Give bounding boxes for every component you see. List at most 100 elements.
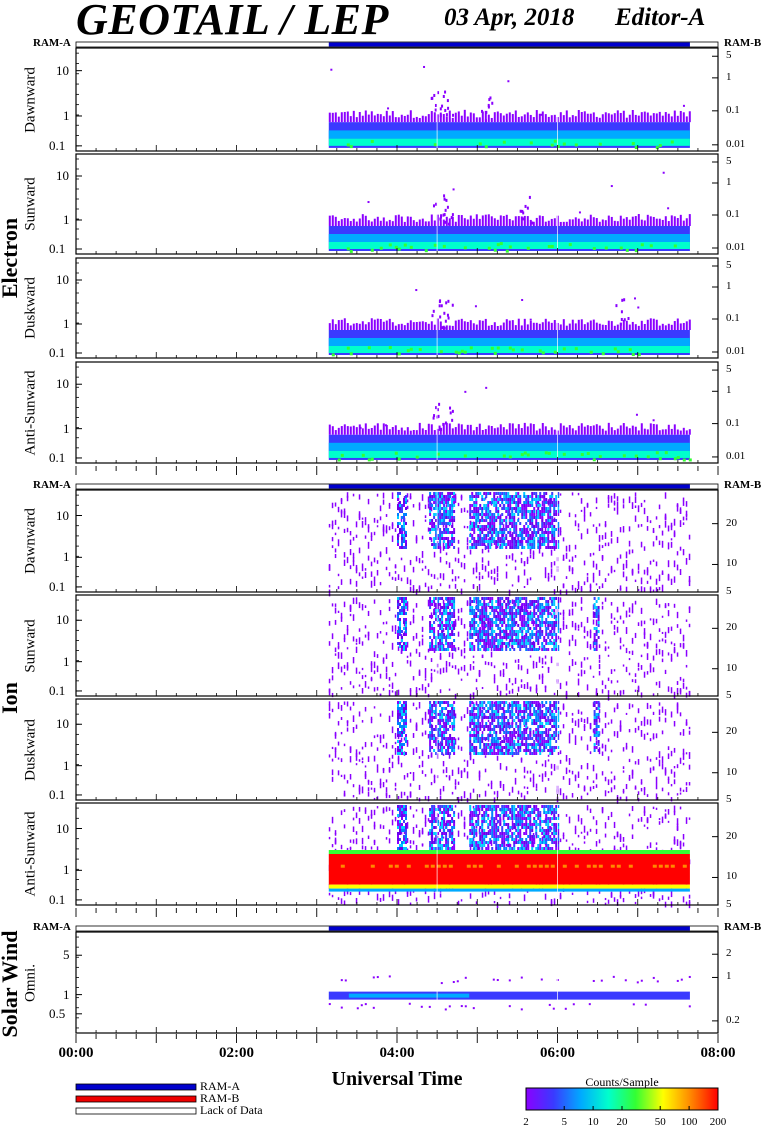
ion-noise [580, 498, 583, 504]
ion-noise [658, 702, 661, 706]
ion-blob-cell [439, 710, 442, 713]
electron-burst [447, 222, 450, 226]
ion-blob-cell [505, 612, 508, 615]
electron-speckle [589, 113, 592, 123]
electron-speckle [589, 214, 592, 226]
ion-noise [544, 715, 547, 723]
ion-blob-cell [473, 507, 476, 510]
ion-blob-cell [433, 525, 436, 528]
ion-blob-cell [491, 501, 494, 504]
ion-noise [421, 551, 424, 558]
ion-blob-cell [471, 537, 474, 540]
ion-blob-cell [433, 528, 436, 531]
ion-blob-cell [449, 719, 452, 722]
ion-blob-cell [517, 636, 520, 639]
ion-noise [484, 790, 487, 797]
ion-blob-cell [497, 603, 500, 606]
ion-blob-cell [545, 621, 548, 624]
ion-noise [568, 544, 571, 552]
ion-noise [391, 625, 394, 632]
ion-blob-cell [451, 498, 454, 501]
ion-noise [577, 678, 580, 686]
electron-speckle-green [502, 140, 506, 144]
ion-noise [328, 704, 331, 712]
ion-noise [385, 742, 388, 749]
ion-blob-cell [515, 525, 518, 528]
ion-blob-cell [401, 645, 403, 648]
electron-speckle-green [670, 140, 674, 144]
ion-noise [397, 574, 400, 581]
electron-burst [440, 214, 443, 218]
electron-outlier [452, 188, 455, 191]
ion-blob-cell [469, 597, 472, 600]
electron-speckle-green [367, 458, 371, 462]
ion-noise [454, 738, 457, 745]
ion-blob-cell [481, 519, 484, 522]
electron-speckle [346, 111, 349, 123]
ion-blob-cell [473, 513, 476, 516]
ion-noise [433, 669, 436, 672]
ion-blob-cell [517, 645, 520, 648]
ion-blob-cell [439, 633, 442, 636]
ion-noise [376, 665, 379, 669]
ion-noise [616, 797, 619, 804]
ion-blob-cell [539, 612, 542, 615]
ion-noise [640, 692, 643, 698]
ion-noise [592, 619, 595, 625]
ion-noise [670, 626, 673, 631]
ion-blob-cell [441, 731, 444, 734]
ion-blob-cell [485, 737, 488, 740]
ion-noise [412, 585, 415, 591]
ion-noise [409, 586, 412, 593]
ion-blob-cell [529, 495, 532, 498]
electron-speckle-green [487, 246, 491, 250]
ion-noise [619, 587, 622, 591]
ion-blob-cell [397, 543, 399, 546]
ion-blob-cell [481, 734, 484, 737]
ion-blob-cell [437, 492, 440, 495]
ion-noise [448, 775, 451, 781]
ion-noise [601, 689, 604, 694]
ion-blob-cell [513, 618, 516, 621]
ion-blob-cell [487, 707, 490, 710]
ion-blob-cell [403, 603, 405, 606]
ion-noise [649, 560, 652, 565]
ion-blob-cell [439, 522, 442, 525]
electron-speckle [406, 322, 409, 330]
ion-noise [388, 502, 391, 506]
ion-noise [400, 557, 403, 561]
ion-blob-cell [499, 522, 502, 525]
ion-noise [532, 773, 535, 779]
ion-noise [667, 652, 670, 656]
electron-speckle [547, 321, 550, 330]
ion-noise [613, 507, 616, 511]
ion-blob-cell [431, 728, 434, 731]
ion-noise [466, 637, 469, 642]
ion-blob-cell [469, 600, 472, 603]
ion-noise [568, 609, 571, 616]
ion-blob-cell [545, 546, 548, 549]
ion-blob-cell [405, 642, 407, 645]
ion-blob-cell [471, 624, 474, 627]
ion-blob-cell [527, 624, 530, 627]
ion-noise [583, 723, 586, 728]
electron-speckle [607, 215, 610, 226]
ion-blob-cell [473, 495, 476, 498]
ion-noise [631, 769, 634, 777]
ion-blob-cell [471, 627, 474, 630]
electron-speckle [529, 114, 532, 123]
ion-blob-cell [557, 636, 560, 639]
ion-blob-cell [529, 534, 532, 537]
ion-noise [673, 518, 676, 526]
ion-noise [682, 522, 685, 526]
ion-noise [631, 637, 634, 644]
ion-blob-cell [489, 633, 492, 636]
ion-blob-cell [485, 618, 488, 621]
ion-blob-cell [489, 743, 492, 746]
ion-noise [331, 545, 334, 549]
ion-blob-cell [437, 537, 440, 540]
ion-blob-cell [397, 636, 399, 639]
ion-blob-cell [469, 525, 472, 528]
electron-speckle [400, 216, 403, 226]
ion-noise [448, 753, 451, 759]
